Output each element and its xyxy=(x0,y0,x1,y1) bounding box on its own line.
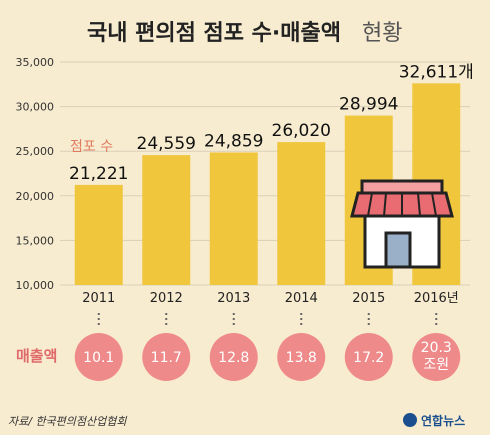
sales-circle xyxy=(344,333,393,381)
y-tick-label: 10,000 xyxy=(16,279,55,292)
bar-value-label: 24,559 xyxy=(137,134,196,154)
bar-value-label: 24,859 xyxy=(204,131,263,151)
source-note: 자료/ 한국편의점산업협회 xyxy=(8,415,127,428)
brand-logo: 연합뉴스 xyxy=(403,413,465,428)
sales-value-label: 20.3 xyxy=(421,340,452,356)
sales-circle xyxy=(277,333,326,381)
y-tick-label: 15,000 xyxy=(16,234,55,247)
grid-lines xyxy=(60,61,470,286)
category-labels: 2011 2012 2013 2014 2015 2016년 xyxy=(82,291,459,306)
y-tick-label: 35,000 xyxy=(16,56,55,69)
bar xyxy=(74,184,123,285)
bar-value-label: 21,221 xyxy=(69,164,128,184)
sales-circle xyxy=(209,333,258,381)
x-tick-label: 2014 xyxy=(285,291,318,306)
sales-value-label: 17.2 xyxy=(353,350,384,366)
sales-value-label: 12.8 xyxy=(218,350,249,366)
brand-name: 연합뉴스 xyxy=(421,413,465,428)
x-tick-label: 2011 xyxy=(82,291,115,306)
x-tick-label: 2013 xyxy=(217,291,250,306)
sales-value-label: 11.7 xyxy=(151,350,182,366)
chart-title-suffix: 현황 xyxy=(362,21,402,46)
bar xyxy=(209,152,258,285)
y-tick-label: 25,000 xyxy=(16,145,55,158)
x-tick-label: 2015 xyxy=(352,291,385,306)
chart-title: 국내 편의점 점포 수·매출액 xyxy=(87,21,341,46)
bar xyxy=(277,142,326,285)
store-icon xyxy=(350,179,454,269)
sales-circle xyxy=(74,333,123,381)
x-tick-label: 2016년 xyxy=(414,291,459,306)
dotted-connectors xyxy=(97,313,438,325)
sales-label: 매출액 xyxy=(16,347,57,365)
y-tick-label: 20,000 xyxy=(16,190,55,203)
x-tick-label: 2012 xyxy=(150,291,183,306)
bar-value-label: 26,020 xyxy=(272,121,331,141)
bar-value-label: 28,994 xyxy=(339,95,398,115)
sales-circle xyxy=(412,333,461,381)
sales-value-label: 10.1 xyxy=(83,350,114,366)
store-count-label: 점포 수 xyxy=(70,139,113,155)
brand-icon xyxy=(403,413,417,427)
bar xyxy=(142,155,191,285)
sales-value-label: 조원 xyxy=(423,357,449,373)
bar-value-label: 32,611개 xyxy=(399,62,474,82)
sales-circle xyxy=(142,333,191,381)
sales-circles: 10.1 11.7 12.8 13.8 17.2 20.3조원 xyxy=(74,333,461,381)
y-tick-label: 30,000 xyxy=(16,101,55,114)
sales-value-label: 13.8 xyxy=(286,350,317,366)
y-axis-ticks: 35,000 30,000 25,000 20,000 15,000 10,000 xyxy=(16,56,55,292)
